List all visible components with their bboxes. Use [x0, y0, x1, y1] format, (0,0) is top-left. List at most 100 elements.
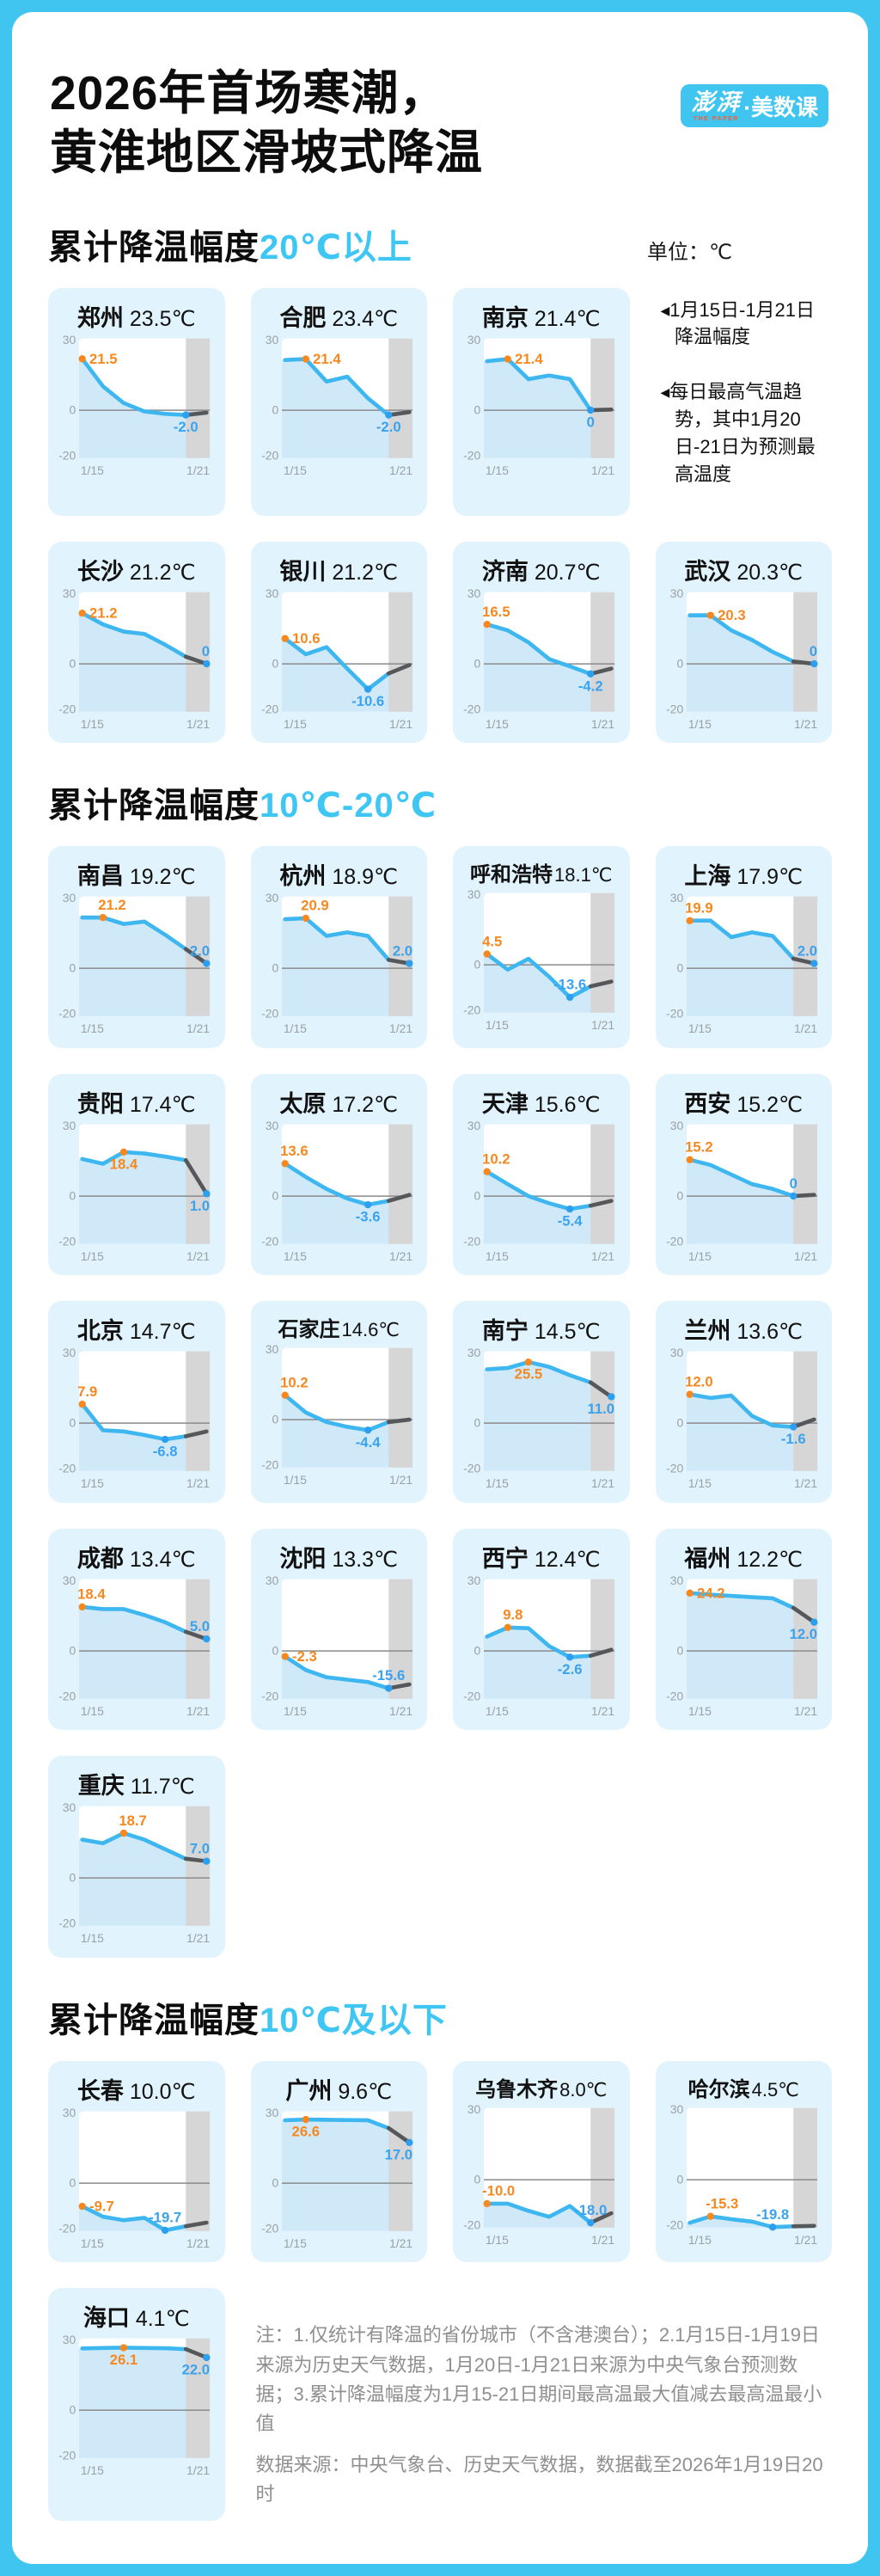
mini-line-chart: 26.1 22.0 30 0 -20 1/15 1/21 — [58, 2334, 211, 2478]
x-tick-end-date: 1/21 — [591, 2233, 614, 2247]
x-tick-end-date: 1/21 — [591, 1704, 614, 1718]
max-temp-dot — [119, 1830, 128, 1837]
y-tick-30: 30 — [468, 1119, 481, 1132]
y-tick-30: 30 — [468, 586, 481, 600]
min-value-label: 2.0 — [797, 943, 816, 960]
mini-line-chart: 18.4 5.0 30 0 -20 1/15 1/21 — [58, 1573, 211, 1718]
area-fill — [483, 1362, 615, 1472]
min-value-label: -10.6 — [351, 693, 384, 709]
city-cumulative-drop: 14.5℃ — [534, 1320, 601, 1345]
area-fill — [78, 1404, 211, 1472]
max-value-label: 21.5 — [89, 350, 117, 366]
min-value-label: -13.6 — [553, 977, 586, 993]
city-name: 石家庄 — [278, 1318, 340, 1342]
min-value-label: 2.0 — [392, 943, 412, 960]
city-name: 成都 — [76, 1545, 124, 1572]
y-tick-neg20: -20 — [261, 702, 278, 716]
x-tick-start-date: 1/15 — [688, 1022, 711, 1036]
min-value-label: 2.0 — [190, 943, 210, 960]
y-tick-neg20: -20 — [58, 1917, 76, 1930]
section-header-row-1: 累计降温幅度20℃以上 单位：℃ — [48, 219, 832, 269]
mini-line-chart: -2.3 -15.6 30 0 -20 1/15 1/21 — [261, 1573, 412, 1718]
max-value-label: 21.2 — [89, 605, 117, 622]
y-tick-neg20: -20 — [58, 1235, 76, 1248]
min-value-label: 1.0 — [190, 1198, 210, 1214]
max-value-label: 25.5 — [515, 1366, 542, 1383]
chart-card-太原: 太原 17.2℃ 13.6 -3.6 30 0 -20 1/15 1/21 — [250, 1073, 427, 1276]
min-value-label: 5.0 — [190, 1618, 210, 1635]
max-temp-dot — [119, 1148, 128, 1156]
forecast-line — [183, 2347, 209, 2360]
plot-area — [281, 1579, 412, 1699]
min-value-label: -18.0 — [574, 2202, 607, 2218]
city-name: 福州 — [684, 1545, 731, 1572]
mini-line-chart: -9.7 -19.7 30 0 -20 1/15 1/21 — [58, 2106, 210, 2250]
min-temp-dot — [789, 1192, 797, 1200]
y-tick-30: 30 — [468, 2102, 481, 2116]
max-value-label: 19.9 — [685, 900, 712, 917]
mini-line-chart: 4.5 -13.6 30 0 -20 1/15 1/21 — [463, 888, 615, 1033]
min-temp-dot — [587, 2218, 595, 2227]
city-name: 兰州 — [684, 1318, 731, 1345]
max-temp-dot — [281, 1653, 289, 1660]
plot-area — [483, 2107, 615, 2228]
max-value-label: 18.7 — [119, 1812, 146, 1829]
max-value-label: 15.2 — [685, 1138, 712, 1155]
city-cumulative-drop: 14.6℃ — [341, 1319, 400, 1341]
max-temp-dot — [302, 915, 309, 923]
y-tick-0: 0 — [70, 1416, 76, 1430]
x-tick-end-date: 1/21 — [186, 1249, 210, 1263]
min-value-label: 17.0 — [384, 2146, 412, 2162]
max-temp-dot — [78, 354, 86, 363]
mini-line-chart: 21.4 -2.0 30 0 -20 1/15 1/21 — [261, 333, 412, 477]
city-name: 上海 — [684, 863, 731, 890]
min-temp-dot — [161, 2226, 169, 2235]
forecast-line — [386, 663, 412, 676]
city-name: 武汉 — [684, 558, 731, 585]
x-tick-end-date: 1/21 — [186, 1477, 210, 1491]
forecast-band — [590, 893, 615, 1014]
area-fill — [483, 359, 615, 458]
mini-line-chart: 9.8 -2.6 30 0 -20 1/15 1/21 — [463, 1573, 614, 1718]
max-temp-dot — [78, 2202, 86, 2211]
max-value-label: 18.4 — [77, 1586, 106, 1603]
y-tick-0: 0 — [676, 657, 683, 671]
x-tick-start-date: 1/15 — [486, 1249, 509, 1263]
x-tick-end-date: 1/21 — [591, 463, 614, 477]
max-value-label: -9.7 — [89, 2199, 114, 2215]
min-value-label: -4.2 — [578, 678, 603, 694]
max-value-label: -2.3 — [292, 1648, 317, 1665]
forecast-band — [792, 1352, 817, 1472]
y-tick-0: 0 — [272, 1413, 278, 1426]
y-tick-0: 0 — [474, 402, 481, 416]
mini-line-chart: 26.6 17.0 30 0 -20 1/15 1/21 — [261, 2106, 413, 2250]
city-name: 乌鲁木齐 — [475, 2077, 559, 2101]
y-tick-30: 30 — [63, 1346, 76, 1360]
area-fill — [281, 1656, 412, 1699]
min-value-label: -19.8 — [756, 2206, 789, 2223]
area-fill — [281, 2119, 412, 2231]
chart-card-title: 贵阳 17.4℃ — [57, 1083, 217, 1120]
y-tick-0: 0 — [676, 1644, 683, 1658]
min-temp-dot — [768, 2223, 776, 2231]
forecast-band — [792, 897, 817, 1017]
y-tick-0: 0 — [272, 402, 278, 416]
city-name: 南宁 — [481, 1318, 529, 1345]
y-tick-30: 30 — [265, 2106, 278, 2119]
y-tick-30: 30 — [265, 892, 278, 905]
chart-card-title: 呼和浩特 18.1℃ — [461, 855, 621, 889]
x-tick-end-date: 1/21 — [186, 717, 210, 731]
city-cumulative-drop: 18.9℃ — [332, 865, 399, 890]
temperature-trend-line — [282, 636, 391, 691]
chart-card-title: 天津 15.6℃ — [461, 1083, 621, 1120]
x-tick-end-date: 1/21 — [186, 2236, 210, 2250]
city-name: 合肥 — [279, 304, 327, 331]
max-temp-dot — [78, 1401, 86, 1408]
area-fill — [281, 359, 412, 458]
mini-line-chart: 24.2 12.0 30 0 -20 1/15 1/21 — [666, 1573, 818, 1718]
area-fill — [686, 1395, 817, 1472]
chart-card-海口: 海口 4.1℃ 26.1 22.0 30 0 -20 1/15 1/21 — [48, 2288, 225, 2521]
y-tick-30: 30 — [265, 586, 278, 600]
y-tick-30: 30 — [63, 1801, 76, 1815]
y-tick-neg20: -20 — [58, 1462, 76, 1475]
